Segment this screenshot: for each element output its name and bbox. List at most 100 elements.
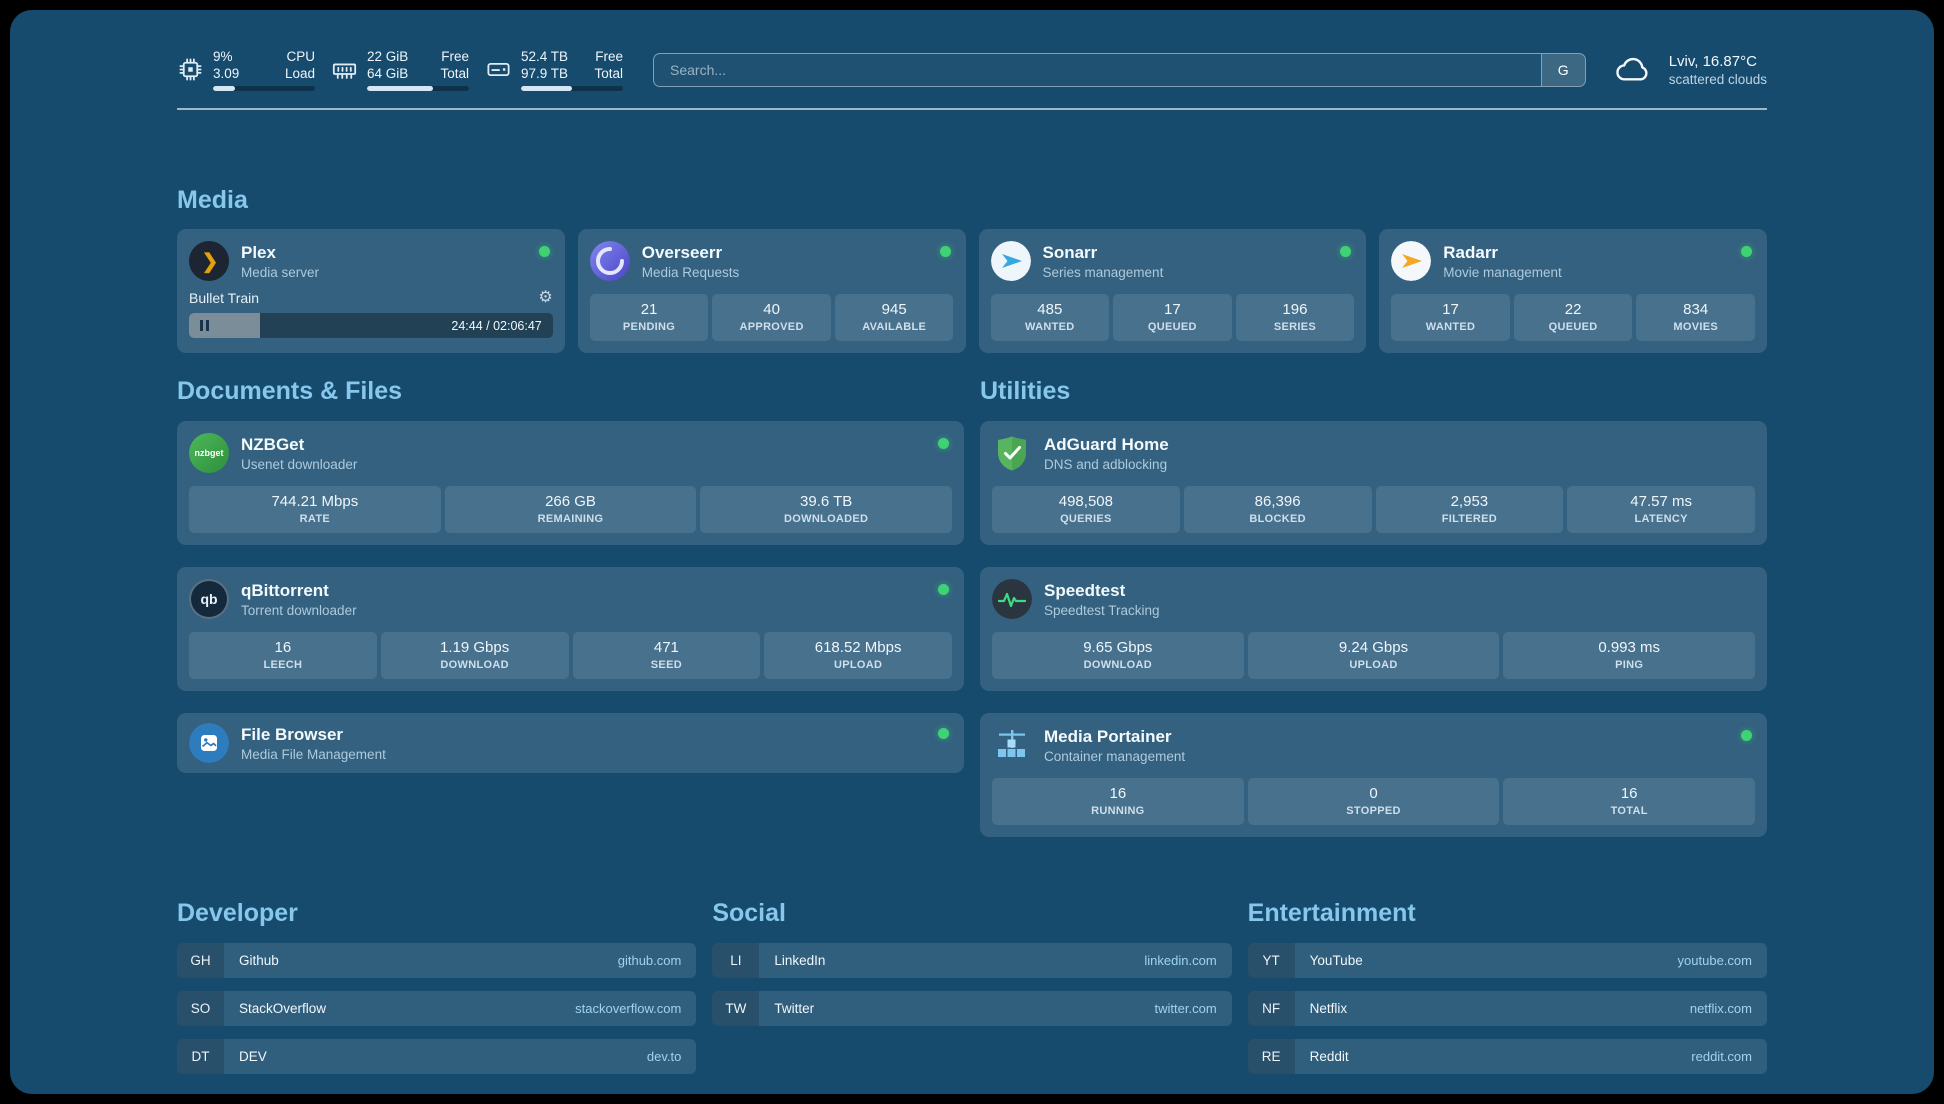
bookmark-url: github.com: [617, 953, 682, 968]
stat-queued: 22 QUEUED: [1513, 294, 1633, 341]
radarr-link[interactable]: Radarr Movie management: [1391, 241, 1755, 281]
stat-downloaded: 39.6 TB DOWNLOADED: [700, 486, 953, 533]
bookmark-name: Reddit: [1309, 1049, 1349, 1064]
adguard-subtitle: DNS and adblocking: [1044, 456, 1168, 472]
portainer-link[interactable]: Media Portainer Container management: [992, 725, 1755, 765]
search-input[interactable]: [654, 53, 1541, 86]
portainer-title: Media Portainer: [1044, 726, 1172, 746]
bookmark-abbr: LI: [712, 943, 760, 978]
bookmark-abbr: RE: [1247, 1039, 1295, 1074]
disk-free-value: 52.4 TB: [521, 49, 569, 64]
nzbget-link[interactable]: nzbget NZBGet Usenet downloader: [189, 433, 952, 473]
speedtest-icon: [992, 579, 1032, 619]
cpu-usage-value: 9%: [213, 49, 233, 64]
cpu-icon: [177, 56, 204, 83]
stat-leech: 16 LEECH: [189, 632, 377, 679]
qbittorrent-status-dot: [938, 584, 949, 595]
bookmark-netflix[interactable]: NF Netflix netflix.com: [1247, 991, 1767, 1026]
utilities-heading: Utilities: [980, 377, 1071, 405]
stat-download: 1.19 Gbps DOWNLOAD: [380, 632, 569, 679]
bookmark-group-social: Social LI LinkedIn linkedin.com TW Twitt…: [712, 899, 1232, 1074]
gear-icon[interactable]: ⚙: [538, 289, 553, 306]
adguard-title: AdGuard Home: [1044, 434, 1169, 454]
social-heading: Social: [712, 899, 786, 927]
cpu-load-value: 3.09: [213, 66, 240, 81]
memory-icon: [331, 56, 358, 83]
disk-total-label: Total: [594, 66, 623, 81]
speedtest-link[interactable]: Speedtest Speedtest Tracking: [992, 579, 1755, 619]
disk-total-value: 97.9 TB: [521, 66, 569, 81]
radarr-subtitle: Movie management: [1443, 264, 1562, 280]
card-portainer: Media Portainer Container management 16 …: [980, 713, 1767, 837]
plex-link[interactable]: ❯ Plex Media server: [189, 241, 553, 281]
filebrowser-icon: [189, 723, 229, 763]
card-plex: ❯ Plex Media server Bullet Train ⚙: [177, 229, 565, 353]
filebrowser-link[interactable]: File Browser Media File Management: [189, 723, 952, 763]
overseerr-title: Overseerr: [641, 242, 723, 262]
topbar-divider: [177, 108, 1767, 110]
cpu-widget: 9% 3.09 CPU Load: [177, 48, 315, 91]
stat-queued: 17 QUEUED: [1113, 294, 1232, 341]
filebrowser-title: File Browser: [241, 724, 344, 744]
documents-heading: Documents & Files: [177, 377, 403, 405]
entertainment-heading: Entertainment: [1247, 899, 1416, 927]
stat-download: 9.65 Gbps DOWNLOAD: [992, 632, 1244, 679]
bookmark-abbr: SO: [177, 991, 224, 1026]
weather-location: Lviv, 16.87°C: [1668, 52, 1757, 70]
card-speedtest: Speedtest Speedtest Tracking 9.65 Gbps D…: [980, 567, 1767, 691]
plex-icon: ❯: [189, 241, 229, 281]
bookmark-abbr: DT: [177, 1039, 224, 1074]
weather-widget: Lviv, 16.87°C scattered clouds: [1612, 53, 1767, 87]
bookmark-stackoverflow[interactable]: SO StackOverflow stackoverflow.com: [177, 991, 697, 1026]
qbittorrent-link[interactable]: qb qBittorrent Torrent downloader: [189, 579, 952, 619]
bookmark-dev[interactable]: DT DEV dev.to: [177, 1039, 697, 1074]
stat-filtered: 2,953 FILTERED: [1375, 486, 1564, 533]
overseerr-status-dot: [939, 246, 951, 257]
pause-icon[interactable]: [200, 320, 209, 331]
nzbget-icon: nzbget: [189, 433, 229, 473]
adguard-link[interactable]: AdGuard Home DNS and adblocking: [992, 433, 1755, 473]
overseerr-subtitle: Media Requests: [641, 264, 740, 280]
search-provider-button[interactable]: G: [1540, 53, 1585, 86]
card-nzbget: nzbget NZBGet Usenet downloader 744.21 M…: [177, 421, 964, 545]
overseerr-link[interactable]: Overseerr Media Requests: [589, 241, 954, 281]
bookmark-name: DEV: [239, 1049, 267, 1064]
radarr-icon: [1391, 241, 1432, 281]
filebrowser-subtitle: Media File Management: [241, 746, 386, 762]
cloud-icon: [1612, 54, 1656, 86]
memory-free-value: 22 GiB: [367, 49, 409, 64]
bookmark-url: netflix.com: [1689, 1001, 1752, 1016]
card-sonarr: Sonarr Series management 485 WANTED 17 Q…: [978, 229, 1367, 353]
plex-time: 24:44 / 02:06:47: [451, 318, 542, 333]
nzbget-status-dot: [938, 438, 949, 449]
nzbget-subtitle: Usenet downloader: [241, 456, 358, 472]
filebrowser-status-dot: [938, 728, 949, 739]
cpu-usage-label: CPU: [286, 49, 315, 64]
plex-progress-bar[interactable]: 24:44 / 02:06:47: [189, 313, 553, 338]
stat-latency: 47.57 ms LATENCY: [1567, 486, 1755, 533]
bookmark-youtube[interactable]: YT YouTube youtube.com: [1247, 943, 1767, 978]
bookmark-group-developer: Developer GH Github github.com SO StackO…: [177, 899, 697, 1074]
speedtest-title: Speedtest: [1044, 580, 1126, 600]
bookmark-abbr: YT: [1247, 943, 1295, 978]
bookmark-linkedin[interactable]: LI LinkedIn linkedin.com: [712, 943, 1232, 978]
bookmark-name: StackOverflow: [239, 1001, 327, 1016]
memory-free-label: Free: [441, 49, 469, 64]
bookmark-name: Github: [239, 953, 279, 968]
weather-condition: scattered clouds: [1668, 71, 1767, 87]
disk-free-label: Free: [595, 49, 623, 64]
adguard-shield-icon: [992, 433, 1032, 473]
stat-remaining: 266 GB REMAINING: [444, 486, 697, 533]
bookmark-name: Twitter: [774, 1001, 815, 1016]
plex-now-playing: Bullet Train: [189, 290, 260, 306]
sonarr-link[interactable]: Sonarr Series management: [990, 241, 1355, 281]
stat-upload: 618.52 Mbps UPLOAD: [764, 632, 952, 679]
bookmark-url: dev.to: [646, 1049, 682, 1064]
stat-wanted: 17 WANTED: [1391, 294, 1510, 341]
bookmark-reddit[interactable]: RE Reddit reddit.com: [1247, 1039, 1767, 1074]
stat-wanted: 485 WANTED: [990, 294, 1110, 341]
bookmark-github[interactable]: GH Github github.com: [177, 943, 697, 978]
bookmark-url: twitter.com: [1154, 1001, 1217, 1016]
bookmark-twitter[interactable]: TW Twitter twitter.com: [712, 991, 1232, 1026]
bookmark-url: stackoverflow.com: [575, 1001, 682, 1016]
